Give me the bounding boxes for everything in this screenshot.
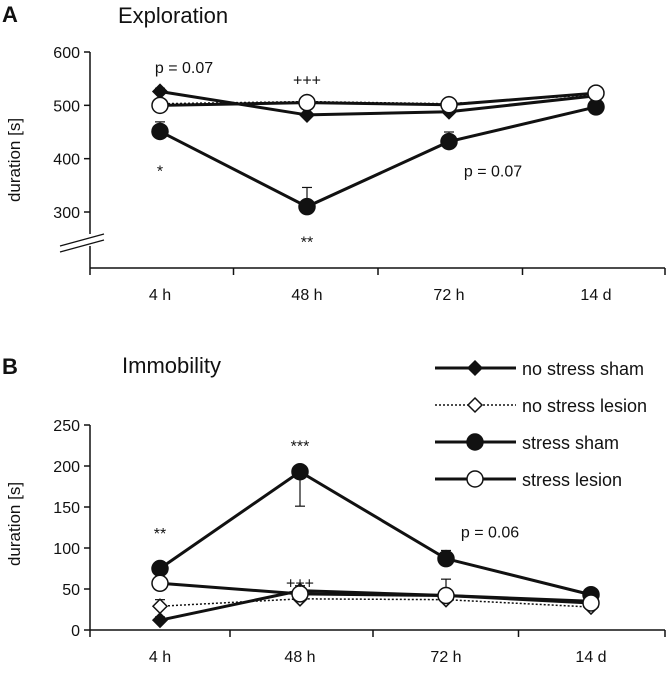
panel-a-x-tick-label: 48 h bbox=[291, 287, 322, 304]
legend-item-no-stress-lesion-label: no stress lesion bbox=[522, 396, 647, 416]
legend-item-stress-lesion-label: stress lesion bbox=[522, 470, 622, 490]
panel-b-y-tick-label: 0 bbox=[71, 623, 80, 640]
panel-b-annotation: *** bbox=[291, 439, 310, 456]
panel-a-annotation: +++ bbox=[293, 73, 321, 90]
panel-a-x-tick-label: 14 d bbox=[580, 287, 611, 304]
panel-b-x-tick-label: 4 h bbox=[149, 649, 171, 666]
panel-b-series-no-stress-lesion-marker bbox=[151, 598, 169, 615]
panel-a-y-tick-label: 400 bbox=[53, 152, 80, 169]
panel-b-ylabel: duration [s] bbox=[5, 482, 24, 566]
panel-a-series-stress-lesion-marker bbox=[151, 96, 169, 115]
panel-b-y-tick-label: 250 bbox=[53, 418, 80, 435]
panel-b-series-stress-lesion-marker bbox=[291, 585, 309, 603]
panel-a-series-stress-lesion-marker bbox=[298, 93, 316, 112]
panel-b-series-stress-lesion-marker bbox=[582, 594, 600, 612]
panel-b-x-tick-label: 48 h bbox=[284, 649, 315, 666]
panel-b-annotation: p = 0.06 bbox=[461, 525, 519, 542]
panel-a-title: Exploration bbox=[118, 3, 228, 28]
panel-a-series-no-stress-sham-marker bbox=[298, 106, 316, 123]
panel-b-series-stress-lesion-marker bbox=[437, 586, 455, 605]
panel-a-series-stress-sham-marker bbox=[298, 197, 316, 216]
panel-b-series-no-stress-lesion-line bbox=[159, 598, 592, 608]
legend-item-no-stress-sham-marker bbox=[466, 359, 484, 377]
panel-a-y-tick-label: 500 bbox=[53, 98, 80, 115]
panel-b-y-tick-label: 150 bbox=[53, 500, 80, 517]
legend-item-no-stress-lesion-marker bbox=[466, 396, 484, 414]
panel-b-y-tick-label: 50 bbox=[62, 582, 80, 599]
legend-item-stress-lesion-marker bbox=[466, 470, 484, 488]
panel-a-annotation: * bbox=[157, 163, 163, 180]
panel-a-letter: A bbox=[2, 2, 18, 27]
panel-b-series-stress-sham-marker bbox=[437, 549, 455, 568]
panel-a-ylabel: duration [s] bbox=[5, 118, 24, 202]
panel-b-series-stress-sham-marker bbox=[291, 462, 309, 481]
panel-a-series-stress-sham-line bbox=[159, 105, 597, 209]
panel-b-series-no-stress-sham-marker bbox=[151, 612, 169, 629]
panel-b-series-stress-lesion-line bbox=[159, 581, 592, 605]
panel-a-axis-break-mark bbox=[59, 233, 105, 247]
panel-b-y-tick-label: 200 bbox=[53, 459, 80, 476]
legend-item-stress-sham-label: stress sham bbox=[522, 433, 619, 453]
panel-a-series-stress-sham-marker bbox=[440, 132, 458, 151]
panel-b-title: Immobility bbox=[122, 353, 221, 378]
legend-item-stress-sham-marker bbox=[466, 433, 484, 451]
panel-a-series-stress-lesion-marker bbox=[587, 84, 605, 102]
panel-b-x-tick-label: 14 d bbox=[575, 649, 606, 666]
panel-b-annotation: ** bbox=[154, 526, 166, 543]
legend: no stress sham no stress lesion stress sha… bbox=[435, 359, 647, 490]
panel-b-letter: B bbox=[2, 354, 18, 379]
legend-item-no-stress-sham-label: no stress sham bbox=[522, 359, 644, 379]
panel-a-x-tick-label: 72 h bbox=[433, 287, 464, 304]
panel-a-annotation: ** bbox=[301, 234, 313, 251]
panel-b-annotation: +++ bbox=[286, 575, 314, 592]
panel-a-series-stress-sham-marker bbox=[151, 122, 169, 141]
panel-a-series-stress-lesion-marker bbox=[440, 96, 458, 114]
panel-b-y-tick-label: 100 bbox=[53, 541, 80, 558]
panel-a-series-stress-lesion-line bbox=[159, 91, 597, 107]
panel-a-axis-break-mark bbox=[59, 239, 105, 253]
panel-a-x-tick-label: 4 h bbox=[149, 287, 171, 304]
panel-a-annotation: p = 0.07 bbox=[155, 60, 213, 77]
panel-b-series-stress-sham-line bbox=[159, 469, 592, 597]
panel-b-series-stress-sham-marker bbox=[151, 559, 169, 578]
panel-b-x-tick-label: 72 h bbox=[430, 649, 461, 666]
panel-a-annotation: p = 0.07 bbox=[464, 163, 522, 180]
panel-a-y-tick-label: 300 bbox=[53, 205, 80, 222]
panel-b-series-stress-lesion-marker bbox=[151, 574, 169, 593]
panel-a-y-tick-label: 600 bbox=[53, 45, 80, 62]
